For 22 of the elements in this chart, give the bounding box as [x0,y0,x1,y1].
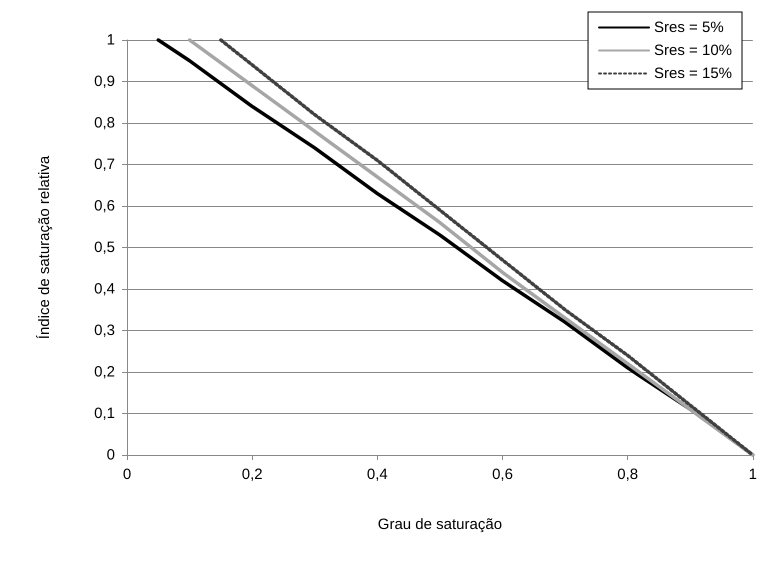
y-tick-label: 0,3 [94,322,115,339]
x-tick-label: 0,4 [366,466,388,483]
x-tick-label: 0,2 [242,466,263,483]
y-tick-label: 0,6 [94,198,115,214]
y-tick-label: 0,4 [94,280,115,298]
y-tick-label: 0,8 [94,114,115,132]
x-tick-label: 1 [748,466,757,483]
y-tick-label: 0,7 [94,156,115,173]
y-tick-label: 0,2 [94,364,115,380]
y-tick-label: 0,9 [94,73,115,90]
y-axis-title: Índice de saturação relativa [35,155,53,340]
y-tick-label: 0,5 [94,239,115,256]
legend-label: Sres = 5% [654,19,724,36]
text: 0 [122,466,132,483]
x-axis-title: Grau de saturação [378,516,502,533]
y-tick-label: 0,1 [94,405,115,422]
x-tick-label: 0,8 [617,466,638,483]
x-tick-label: 0,6 [492,466,513,483]
y-tick-label: 1 [106,32,115,48]
y-tick-label: 0 [106,446,115,464]
legend-label: Sres = 10% [654,42,732,59]
legend-label: Sres = 15% [654,65,732,82]
